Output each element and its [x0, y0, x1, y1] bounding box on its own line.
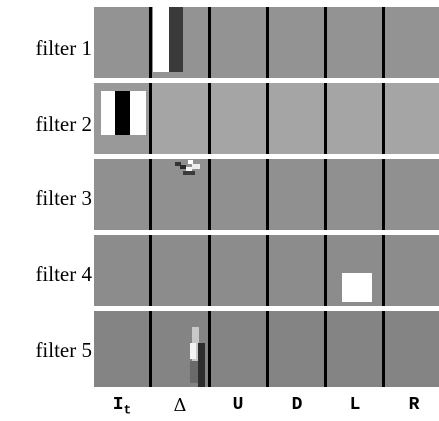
- column-divider: [324, 159, 327, 230]
- filter-2-white-right: [130, 91, 146, 135]
- column-divider: [382, 83, 385, 154]
- filter-5-white-bar: [190, 343, 196, 359]
- column-divider: [324, 235, 327, 306]
- row-label-filter-4: filter 4: [35, 262, 92, 286]
- column-divider: [382, 7, 385, 78]
- row-label-filter-1: filter 1: [35, 36, 92, 60]
- filter-5-dark-bar: [198, 343, 205, 387]
- row-label-filter-2: filter 2: [35, 112, 92, 136]
- filter-1-strip: [94, 7, 439, 78]
- column-divider: [149, 235, 152, 306]
- column-label-it: It: [102, 395, 142, 418]
- row-label-filter-5: filter 5: [35, 338, 92, 362]
- row-label-filter-3: filter 3: [35, 186, 92, 210]
- column-divider: [266, 83, 269, 154]
- column-divider: [149, 311, 152, 387]
- column-divider: [324, 311, 327, 387]
- filter-3-white-pixel: [188, 160, 193, 164]
- column-label-it-subscript: t: [123, 402, 132, 418]
- column-divider: [149, 83, 152, 154]
- column-divider: [208, 311, 211, 387]
- filter-2-strip: [94, 83, 439, 154]
- column-divider: [208, 235, 211, 306]
- column-divider: [208, 7, 211, 78]
- filter-2-white-left: [101, 91, 115, 135]
- filter-3-dark-pixel: [180, 165, 186, 169]
- column-label-delta: Δ: [173, 395, 187, 416]
- filter-3-light-pixel: [186, 167, 192, 172]
- column-divider: [324, 7, 327, 78]
- column-divider: [266, 311, 269, 387]
- column-divider: [382, 311, 385, 387]
- column-divider: [266, 235, 269, 306]
- column-label-d: D: [291, 395, 303, 415]
- column-label-l: L: [349, 395, 361, 415]
- column-label-r: R: [408, 395, 420, 415]
- filter-3-dark-pixel: [175, 162, 181, 166]
- filter-3-dark-pixel: [183, 171, 195, 175]
- filter-5-strip: [94, 311, 439, 387]
- filter-1-white-bar: [153, 7, 169, 72]
- column-divider: [266, 159, 269, 230]
- column-label-u: U: [232, 395, 244, 415]
- column-divider: [208, 159, 211, 230]
- filter-3-strip: [94, 159, 439, 230]
- column-divider: [382, 159, 385, 230]
- column-divider: [266, 7, 269, 78]
- column-divider: [208, 83, 211, 154]
- column-divider: [149, 159, 152, 230]
- filter-1-dark-bar: [169, 7, 183, 72]
- column-divider: [324, 83, 327, 154]
- filter-4-white-square: [342, 273, 372, 302]
- filter-3-light-pixel: [192, 164, 200, 169]
- filter-5-mid-bar: [190, 361, 198, 383]
- filter-4-strip: [94, 235, 439, 306]
- column-divider: [149, 7, 152, 78]
- column-label-it-main: I: [112, 395, 124, 415]
- filter-2-black-center: [115, 91, 130, 135]
- column-divider: [382, 235, 385, 306]
